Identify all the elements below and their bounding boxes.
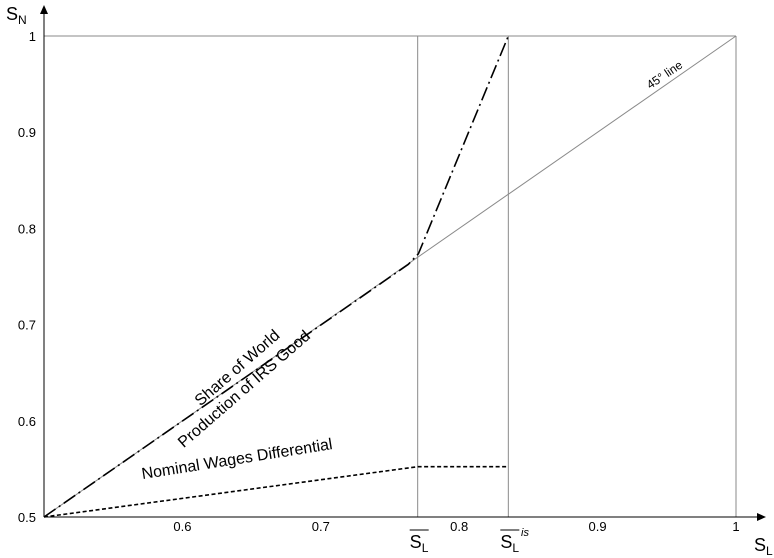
x-tick-label: 0.6 — [173, 519, 191, 534]
y-axis-label: SN — [6, 4, 27, 27]
y-tick-label: 0.5 — [18, 510, 36, 525]
y-tick-label: 0.7 — [18, 318, 36, 333]
marker-label-s-bar: SL — [410, 532, 429, 555]
series-line-wages — [43, 465, 509, 518]
x-tick-label: 1 — [732, 519, 739, 534]
x-tick-label: 0.7 — [312, 519, 330, 534]
series — [43, 35, 510, 518]
axes — [40, 5, 766, 521]
series-label-wages: Nominal Wages Differential — [140, 436, 333, 483]
y-tick-label: 0.6 — [18, 414, 36, 429]
y-tick-label: 1 — [29, 29, 36, 44]
x-tick-label: 0.9 — [589, 519, 607, 534]
tick-labels: 0.6 0.7 0.8 0.9 1 0.5 0.6 0.7 0.8 0.9 1 — [18, 29, 740, 534]
y-axis-arrow-icon — [40, 5, 48, 14]
series-label-share: Production of IRS Good — [175, 328, 314, 452]
series-line-share — [43, 35, 510, 518]
marker-label-s-bar-is: SLis — [500, 527, 529, 555]
x-tick-label: 0.8 — [450, 519, 468, 534]
y-tick-label: 0.9 — [18, 125, 36, 140]
reference-line-label: 45° line — [644, 58, 685, 92]
x-axis-label: SL — [754, 535, 773, 558]
x-axis-arrow-icon — [757, 513, 766, 521]
y-tick-label: 0.8 — [18, 221, 36, 236]
